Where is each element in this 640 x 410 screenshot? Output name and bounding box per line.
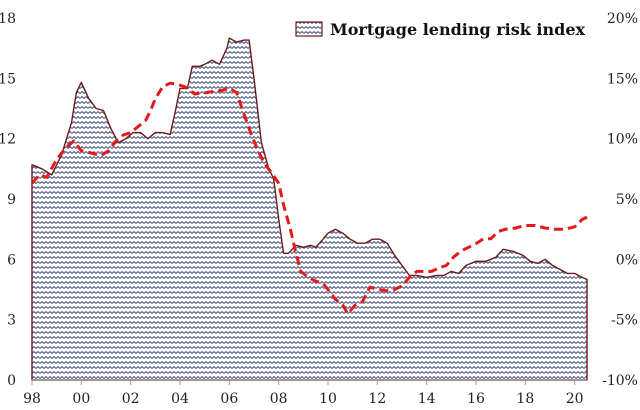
y-right-tick-label: -10%: [602, 373, 638, 389]
y-right-axis-ticks: -10% -5% 0% 5% 10% 15% 20%: [602, 11, 638, 389]
y-left-axis-ticks: 0 3 6 9 12 15 18: [0, 11, 16, 389]
y-right-tick-label: 5%: [616, 192, 638, 208]
x-tick-label: 14: [418, 391, 436, 407]
y-left-tick-label: 18: [0, 11, 16, 27]
y-right-tick-label: 20%: [607, 11, 638, 27]
y-left-tick-label: 15: [0, 71, 16, 87]
y-left-tick-label: 3: [7, 313, 16, 329]
x-tick-label: 08: [270, 391, 288, 407]
x-tick-label: 02: [122, 391, 140, 407]
x-tick-label: 04: [171, 391, 189, 407]
y-left-tick-label: 0: [7, 373, 16, 389]
y-right-tick-label: 0%: [616, 252, 638, 268]
y-left-tick-label: 6: [7, 252, 16, 268]
x-tick-label: 18: [516, 391, 534, 407]
x-tick-label: 06: [220, 391, 238, 407]
legend: Mortgage lending risk index: [295, 20, 585, 39]
x-tick-label: 20: [566, 391, 584, 407]
x-axis-ticks: 98 00 02 04 06 08 10 12 14 16 18 20: [23, 380, 584, 407]
legend-label: Mortgage lending risk index: [330, 20, 585, 39]
y-left-tick-label: 12: [0, 132, 16, 148]
plot-area: [30, 37, 588, 381]
risk-index-area: [31, 37, 588, 381]
growth-dashed-line: [30, 81, 588, 316]
x-tick-label: 12: [368, 391, 386, 407]
y-right-tick-label: 10%: [607, 132, 638, 148]
y-right-tick-label: 15%: [607, 71, 638, 87]
x-tick-label: 16: [467, 391, 485, 407]
y-left-tick-label: 9: [7, 192, 16, 208]
legend-swatch: [295, 21, 323, 37]
x-tick-label: 00: [72, 391, 90, 407]
y-right-tick-label: -5%: [611, 313, 638, 329]
x-tick-label: 98: [23, 391, 41, 407]
x-tick-label: 10: [319, 391, 337, 407]
